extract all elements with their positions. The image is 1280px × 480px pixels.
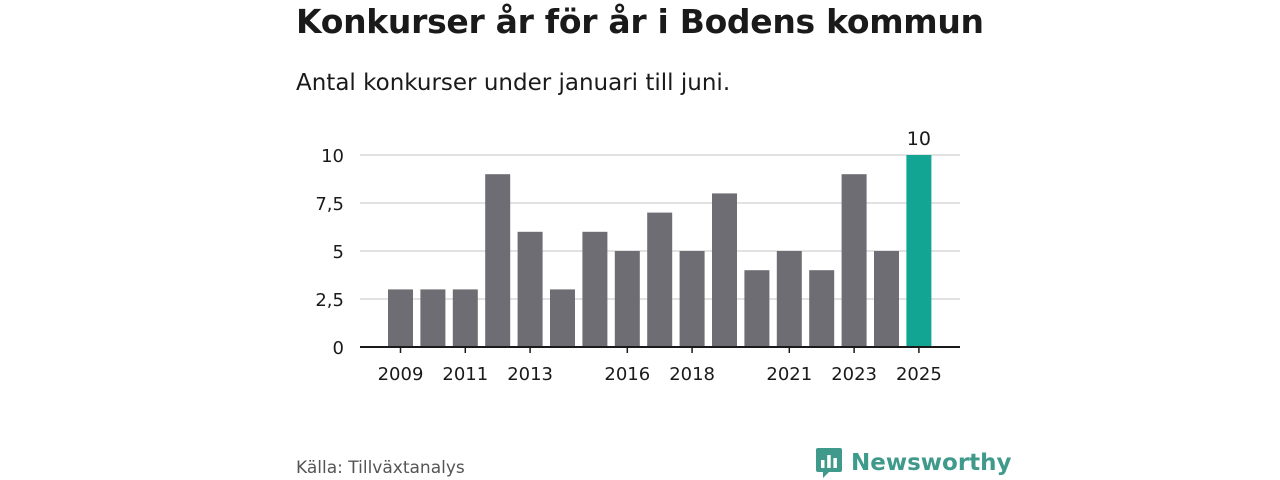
bar-2014 (550, 289, 575, 347)
y-tick-label: 7,5 (315, 194, 344, 215)
bar-2020 (744, 270, 770, 347)
source-note: Källa: Tillväxtanalys (296, 458, 465, 478)
y-tick-label: 10 (321, 146, 344, 167)
x-tick-label: 2009 (378, 364, 424, 385)
bar-chart: 0 2,5 5 7,5 10 10 2009 2011 2013 2016 2018 2021 2023… (315, 128, 960, 385)
brand: Newsworthy (815, 447, 1012, 479)
x-tick-label: 2025 (896, 364, 942, 385)
y-tick-label: 0 (333, 338, 344, 359)
bar-value-label: 10 (907, 128, 931, 150)
bar-2011 (452, 289, 478, 347)
x-tick-label: 2013 (507, 364, 553, 385)
bar-2017 (647, 212, 673, 347)
bar-2024 (874, 251, 899, 347)
brand-name: Newsworthy (851, 450, 1012, 476)
x-tick-label: 2011 (442, 364, 488, 385)
x-tick-label: 2016 (604, 364, 650, 385)
bar-2015 (582, 231, 608, 347)
x-tick-label: 2018 (669, 364, 715, 385)
y-tick-label: 2,5 (315, 290, 344, 311)
x-tick-label: 2021 (766, 364, 812, 385)
bar-2012 (485, 174, 511, 347)
bar-2013 (517, 231, 543, 347)
bar-2023 (841, 174, 867, 347)
newsworthy-chart-bubble-icon (816, 448, 842, 478)
bar-2021 (776, 251, 802, 347)
bar-2025 (906, 155, 932, 347)
bar-2009 (388, 289, 413, 347)
bar-2010 (420, 289, 446, 347)
chart-subtitle: Antal konkurser under januari till juni. (296, 70, 731, 96)
bar-2018 (679, 251, 705, 347)
chart-title: Konkurser år för år i Bodens kommun (296, 2, 984, 41)
bar-2022 (809, 270, 835, 347)
bar-2019 (712, 193, 737, 347)
y-tick-label: 5 (333, 242, 344, 263)
bar-2016 (614, 251, 640, 347)
x-tick-label: 2023 (831, 364, 877, 385)
